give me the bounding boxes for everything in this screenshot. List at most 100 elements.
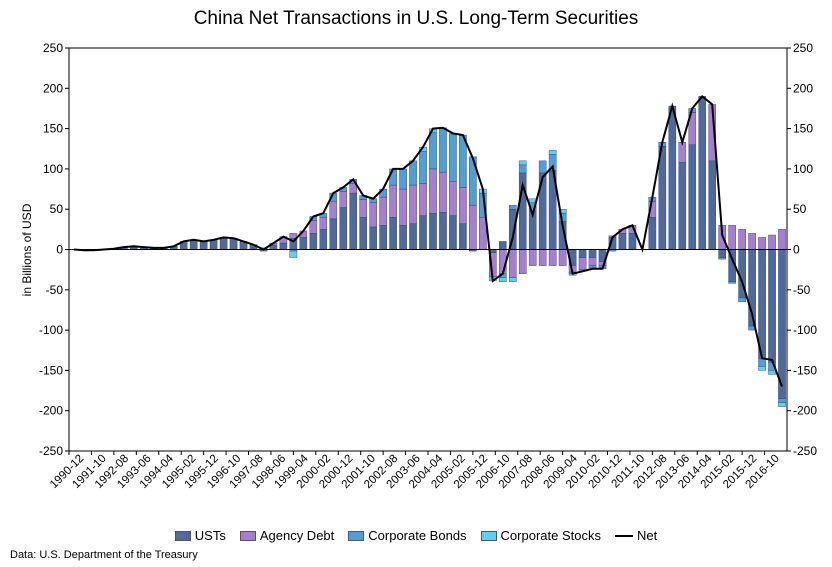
y-tick-label-right: -250 xyxy=(793,444,817,458)
bar-usts xyxy=(718,249,726,258)
bar-agency-debt xyxy=(548,249,557,266)
bar-usts xyxy=(349,192,357,250)
bar-usts xyxy=(768,249,776,363)
bar-usts xyxy=(578,249,587,258)
y-tick-label-right: -200 xyxy=(793,404,817,418)
bar-corporate-bonds xyxy=(778,398,786,403)
bar-agency-debt xyxy=(778,229,786,250)
bar-corporate-bonds xyxy=(728,281,736,284)
legend-label: Corporate Stocks xyxy=(500,528,601,543)
bar-usts xyxy=(219,237,228,250)
bar-agency-debt xyxy=(578,257,587,270)
bar-corporate-bonds xyxy=(429,132,437,170)
bar-usts xyxy=(648,217,657,250)
bar-agency-debt xyxy=(419,183,427,216)
bar-usts xyxy=(309,233,318,250)
legend-item: Agency Debt xyxy=(239,528,334,543)
bar-usts xyxy=(588,249,597,258)
bar-agency-debt xyxy=(768,234,776,250)
y-tick-label-left: -250 xyxy=(39,444,63,458)
bar-usts xyxy=(389,217,397,250)
legend-item: Net xyxy=(614,528,657,543)
bar-usts xyxy=(668,105,677,250)
bar-usts xyxy=(429,213,437,250)
bar-agency-debt xyxy=(289,233,298,239)
bar-corporate-stocks xyxy=(778,402,786,407)
bar-agency-debt xyxy=(538,249,547,266)
bar-agency-debt xyxy=(469,204,477,250)
y-axis-label: in Billions of USD xyxy=(20,203,34,296)
bar-usts xyxy=(419,215,427,250)
y-tick-label-left: 200 xyxy=(43,81,63,95)
y-tick-label-right: 150 xyxy=(793,122,813,136)
bar-usts xyxy=(658,146,667,250)
bar-corporate-stocks xyxy=(518,160,527,166)
y-tick-label-right: -150 xyxy=(793,363,817,377)
bar-corporate-stocks xyxy=(758,366,766,371)
bar-agency-debt xyxy=(479,217,487,250)
y-tick-label-right: 100 xyxy=(793,162,813,176)
bar-agency-debt xyxy=(409,184,417,224)
bar-usts xyxy=(678,162,687,250)
legend-swatch xyxy=(174,530,191,541)
bar-agency-debt xyxy=(319,217,328,230)
y-tick-label-right: -50 xyxy=(793,283,811,297)
y-tick-label-left: -100 xyxy=(39,323,63,337)
bar-corporate-bonds xyxy=(718,257,726,260)
bar-agency-debt xyxy=(439,171,447,213)
bar-corporate-bonds xyxy=(738,297,746,303)
bar-usts xyxy=(758,249,766,359)
legend-swatch xyxy=(239,530,256,541)
legend-item: Corporate Bonds xyxy=(348,528,467,543)
bar-corporate-bonds xyxy=(508,204,517,210)
bar-corporate-bonds xyxy=(419,150,427,184)
bar-usts xyxy=(279,242,288,250)
bar-usts xyxy=(698,96,707,250)
legend-label: Corporate Bonds xyxy=(368,528,467,543)
y-tick-label-left: 0 xyxy=(56,243,63,257)
legend: USTs Agency Debt Corporate Bonds Corporate … xyxy=(0,528,832,543)
bar-agency-debt xyxy=(738,229,746,250)
bar-usts xyxy=(269,245,278,250)
chart-title: China Net Transactions in U.S. Long-Term… xyxy=(193,8,639,29)
bar-usts xyxy=(449,215,457,250)
y-tick-label-left: -50 xyxy=(46,283,64,297)
bar-corporate-bonds xyxy=(409,160,417,186)
bar-corporate-bonds xyxy=(439,127,447,173)
y-tick-label-left: 100 xyxy=(43,162,63,176)
bar-corporate-stocks xyxy=(289,250,298,258)
bar-usts xyxy=(499,241,507,250)
bar-usts xyxy=(778,249,786,399)
bar-agency-debt xyxy=(429,168,437,214)
source-note: Data: U.S. Department of the Treasury xyxy=(10,549,198,561)
bar-usts xyxy=(299,237,308,250)
legend-swatch xyxy=(480,530,497,541)
y-tick-label-left: -200 xyxy=(39,404,63,418)
y-tick-label-left: 150 xyxy=(43,122,63,136)
bar-agency-debt xyxy=(359,199,367,218)
bar-agency-debt xyxy=(339,191,348,208)
y-tick-label-left: 250 xyxy=(43,41,63,55)
bar-corporate-stocks xyxy=(499,277,507,282)
y-tick-label-left: -150 xyxy=(39,363,63,377)
y-tick-label-right: 0 xyxy=(793,243,800,257)
legend-swatch xyxy=(348,530,365,541)
bar-usts xyxy=(189,239,198,250)
bar-usts xyxy=(399,225,407,250)
bar-agency-debt xyxy=(449,181,457,216)
legend-item: USTs xyxy=(174,528,226,543)
bar-usts xyxy=(369,226,377,250)
bar-agency-debt xyxy=(758,237,766,250)
bar-agency-debt xyxy=(588,257,597,266)
bar-usts xyxy=(439,212,447,250)
bar-usts xyxy=(628,233,637,250)
bar-corporate-stocks xyxy=(548,150,557,155)
bar-corporate-stocks xyxy=(558,208,567,214)
bar-agency-debt xyxy=(459,187,467,224)
bar-usts xyxy=(209,239,218,250)
bar-usts xyxy=(319,229,328,250)
bar-usts xyxy=(708,160,716,250)
bars-group xyxy=(80,96,786,407)
y-tick-label-right: 250 xyxy=(793,41,813,55)
legend-swatch xyxy=(614,534,633,537)
